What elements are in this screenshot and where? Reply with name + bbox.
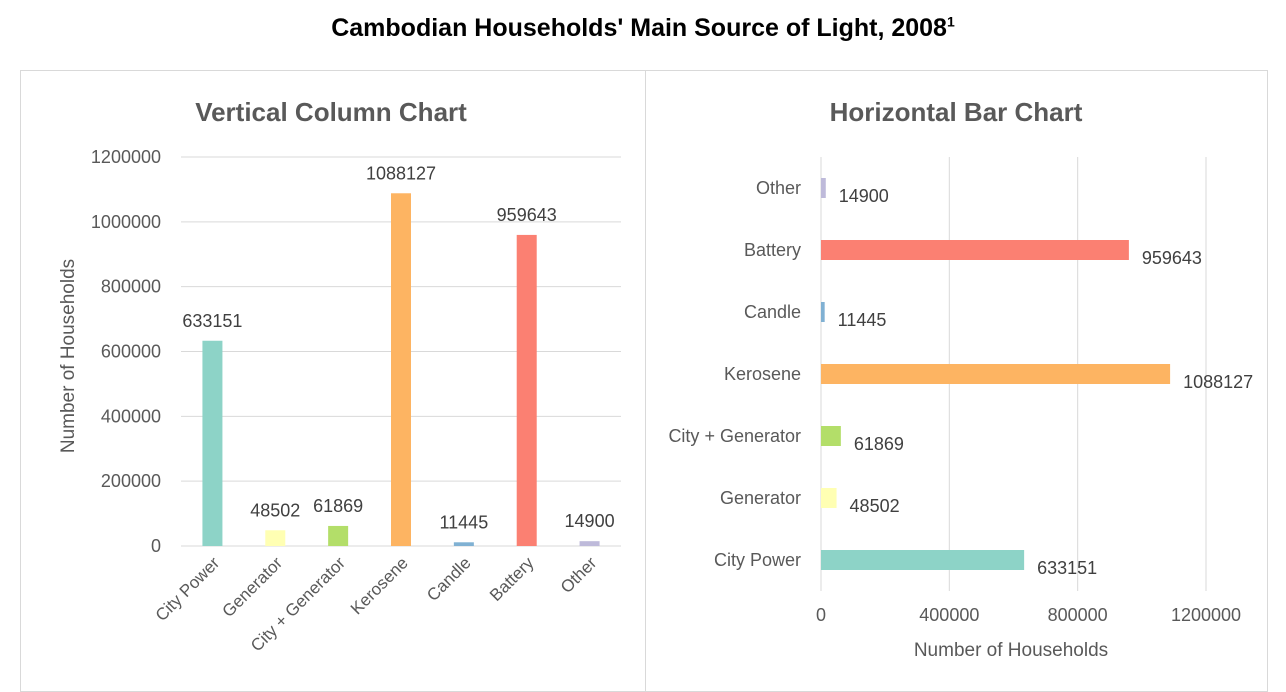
h-category-label: Generator (720, 488, 801, 508)
v-ytick-label: 1000000 (91, 212, 161, 232)
h-value-label: 11445 (838, 310, 887, 330)
v-category-label: Other (557, 553, 601, 597)
v-ytick-label: 600000 (101, 342, 161, 362)
h-xtick-label: 0 (816, 605, 826, 625)
h-category-label: City + Generator (668, 426, 801, 446)
v-ytick-label: 800000 (101, 277, 161, 297)
vertical-chart-ylabel: Number of Households (58, 259, 79, 453)
h-value-label: 1088127 (1183, 372, 1253, 392)
h-value-label: 61869 (854, 434, 904, 454)
vertical-chart-panel: Vertical Column Chart Number of Househol… (20, 70, 646, 692)
v-category-label: City Power (152, 553, 224, 625)
h-bar (821, 302, 825, 322)
v-value-label: 959643 (497, 205, 557, 225)
h-category-label: Other (756, 178, 801, 198)
h-value-label: 959643 (1142, 248, 1202, 268)
v-category-label: Battery (486, 553, 538, 605)
v-bar (265, 530, 286, 546)
v-ytick-label: 1200000 (91, 147, 161, 167)
h-xtick-label: 1200000 (1171, 605, 1241, 625)
horizontal-bar-chart: Horizontal Bar Chart Number of Household… (668, 97, 1253, 661)
v-ytick-label: 0 (151, 536, 161, 556)
v-value-label: 1088127 (366, 163, 436, 183)
h-bar (821, 488, 837, 508)
v-value-label: 633151 (182, 311, 242, 331)
vertical-chart-title: Vertical Column Chart (195, 97, 467, 127)
page-title: Cambodian Households' Main Source of Lig… (0, 14, 1286, 43)
v-bar (453, 542, 474, 546)
v-bar (516, 234, 537, 547)
h-bar (821, 240, 1129, 260)
v-category-label: Candle (423, 553, 475, 605)
v-bar (579, 541, 600, 546)
h-value-label: 14900 (839, 186, 889, 206)
v-value-label: 48502 (250, 500, 300, 520)
v-ytick-label: 400000 (101, 406, 161, 426)
h-value-label: 48502 (850, 496, 900, 516)
v-bar (328, 525, 349, 546)
v-bar (391, 193, 411, 546)
horizontal-chart-title: Horizontal Bar Chart (830, 97, 1083, 127)
v-category-label: Kerosene (347, 553, 412, 618)
v-value-label: 61869 (313, 496, 363, 516)
v-value-label: 11445 (439, 512, 488, 532)
h-value-label: 633151 (1037, 558, 1097, 578)
h-xtick-label: 800000 (1048, 605, 1108, 625)
page-title-text: Cambodian Households' Main Source of Lig… (331, 14, 947, 42)
horizontal-chart-panel: Horizontal Bar Chart Number of Household… (645, 70, 1268, 692)
h-category-label: City Power (714, 550, 801, 570)
h-bar (821, 178, 826, 198)
v-ytick-label: 200000 (101, 471, 161, 491)
h-category-label: Kerosene (724, 364, 801, 384)
v-category-label: Generator (219, 553, 287, 621)
vertical-column-chart: Vertical Column Chart Number of Househol… (58, 97, 621, 655)
v-value-label: 14900 (565, 511, 615, 531)
h-bar (821, 426, 841, 446)
h-category-label: Battery (744, 240, 801, 260)
h-xtick-label: 400000 (919, 605, 979, 625)
h-bar (821, 550, 1025, 570)
h-bar (821, 364, 1171, 384)
horizontal-chart-xlabel: Number of Households (914, 640, 1108, 661)
h-category-label: Candle (744, 302, 801, 322)
v-bar (202, 340, 223, 546)
title-footnote-marker: 1 (946, 13, 955, 30)
